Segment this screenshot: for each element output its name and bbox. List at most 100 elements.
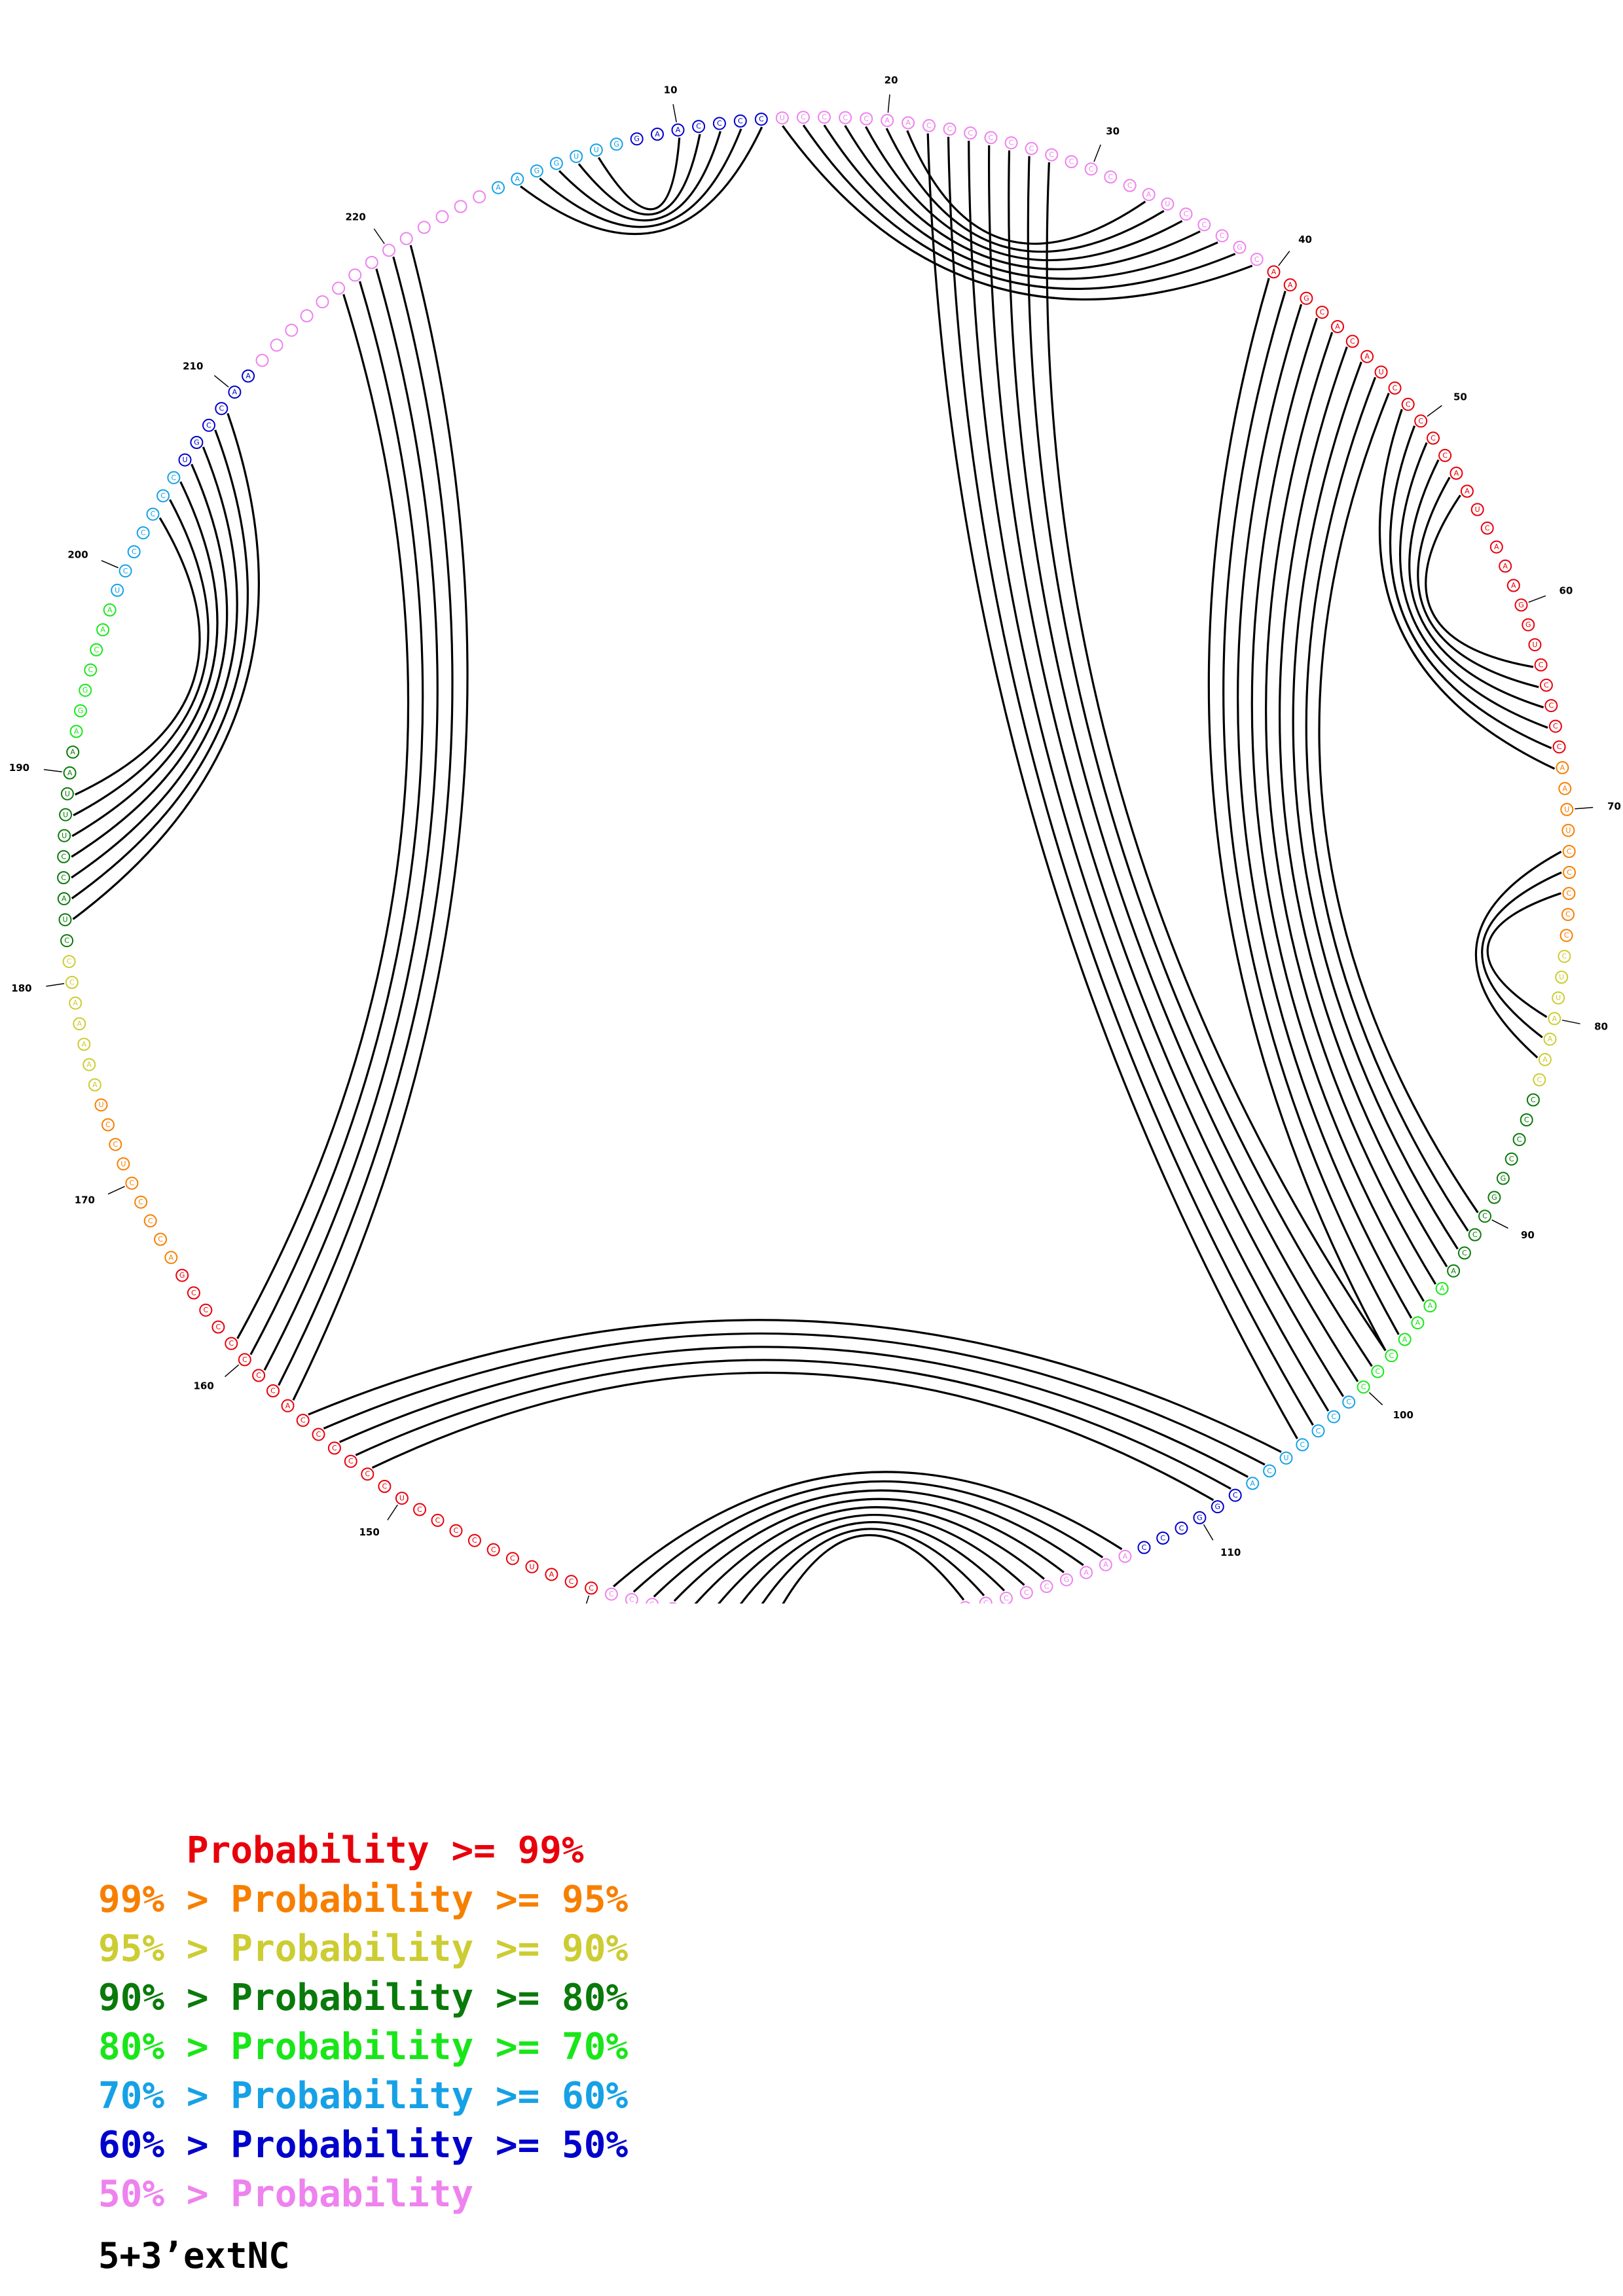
nucleotide: A [242,369,255,383]
nucleotide-letter: C [1220,232,1225,240]
nucleotide-letter: C [130,1179,135,1187]
nucleotide-circle [59,808,73,821]
nucleotide-circle [332,281,346,295]
nucleotide-letter: C [1350,337,1355,346]
base-pair-arc [1237,304,1413,1319]
nucleotide-letter: C [88,666,93,674]
nucleotide-circle [63,766,77,780]
nucleotide: C [1544,699,1558,713]
nucleotide-letter: U [1379,368,1384,376]
nucleotide: A [57,892,71,906]
nucleotide: C [1357,1380,1370,1394]
nucleotide: G [1193,1511,1207,1524]
nucleotide-circle [818,111,831,124]
nucleotide-circle [775,111,789,125]
nucleotide: C [1478,1210,1491,1223]
nucleotide: C [449,1524,463,1537]
nucleotide-letter: C [983,1599,989,1604]
nucleotide: G [1211,1500,1224,1514]
nucleotide-circle [1411,1316,1425,1330]
nucleotide-letter: A [905,118,911,127]
nucleotide-letter: C [864,115,869,123]
nucleotide-letter: A [1451,1266,1456,1275]
nucleotide: C [1552,740,1566,754]
nucleotide-circle [1414,414,1428,428]
nucleotide-circle [1250,253,1264,266]
nucleotide-circle [1025,141,1038,155]
nucleotide: A [69,996,82,1010]
nucleotide-letter: G [179,1271,185,1280]
nucleotide: C [692,120,706,134]
nucleotide: G [549,156,563,170]
nucleotide-circle [413,1503,426,1516]
nucleotide-circle [646,1598,659,1604]
nucleotide-letter: C [822,113,827,122]
nucleotide-letter: C [1462,1249,1467,1257]
nucleotide: C [202,418,215,432]
nucleotide-circle [1371,1365,1385,1378]
nucleotide-circle [1427,431,1440,445]
nucleotide: A [66,745,80,759]
nucleotide-circle [1118,1549,1132,1563]
base-pair-arc [761,1528,985,1604]
nucleotide: G [1233,240,1247,254]
nucleotide-circle [1099,1558,1112,1571]
nucleotide-letter: C [1160,1534,1165,1543]
nucleotide-letter: C [67,958,72,966]
legend-label: Probability [230,1928,474,1970]
nucleotide-letter: A [1465,487,1470,495]
nucleotide-circle [300,309,314,323]
nucleotide-circle [57,871,71,884]
nucleotide-letter: C [1267,1467,1272,1475]
nucleotide: C [1559,929,1573,942]
base-pair-arc [947,136,1314,1426]
nucleotide-circle [1544,699,1558,713]
nucleotide: C [1215,229,1229,243]
nucleotide [382,243,395,257]
nucleotide: C [1296,1438,1309,1452]
nucleotide-circle [73,1017,86,1031]
nucleotide-letter: C [160,492,166,500]
nucleotide: C [1311,1424,1325,1438]
legend-prefix: 80% > [98,2026,231,2068]
nucleotide-circle [1228,1488,1242,1502]
nucleotide: A [73,1017,86,1031]
base-pair-arc [1481,871,1562,1039]
nucleotide-letter: U [62,916,67,924]
nucleotide-circle [610,137,623,151]
nucleotide-letter: U [62,831,67,840]
tick-label: 110 [1220,1547,1241,1558]
nucleotide-letter: C [843,113,848,122]
nucleotide: C [1025,141,1038,155]
base-pair-arc [73,499,210,817]
nucleotide: C [109,1138,122,1151]
nucleotide-circle [156,489,170,503]
nucleotide-circle [651,128,664,141]
nucleotide: C [960,1601,971,1604]
nucleotide: U [1560,802,1574,816]
nucleotide-letter: C [228,1339,234,1348]
nucleotide-circle [143,1214,157,1228]
nucleotide-circle [1563,866,1576,879]
nucleotide-circle [1123,179,1137,192]
nucleotide: A [545,1568,558,1581]
nucleotide-letter: U [98,1101,103,1109]
nucleotide-circle [1065,155,1078,168]
tick-label: 50 [1453,391,1467,403]
tick-line [1561,1019,1580,1024]
nucleotide: C [1045,148,1059,162]
nucleotide-circle [1388,381,1402,395]
nucleotide-letter: C [1553,722,1558,730]
base-pair-arc [338,1346,1249,1479]
nucleotide-letter: A [62,895,67,903]
nucleotide-letter: C [1509,1155,1514,1163]
base-pair-arc [71,429,249,900]
nucleotide: A [1080,1566,1093,1579]
nucleotide-letter: C [1320,308,1325,317]
nucleotide-letter: G [78,707,84,715]
nucleotide: C [1123,179,1137,192]
nucleotide: C [1228,1488,1242,1502]
base-pair-arc [740,1521,1006,1604]
base-pair-arc [71,463,228,858]
nucleotide-letter: C [609,1590,614,1598]
